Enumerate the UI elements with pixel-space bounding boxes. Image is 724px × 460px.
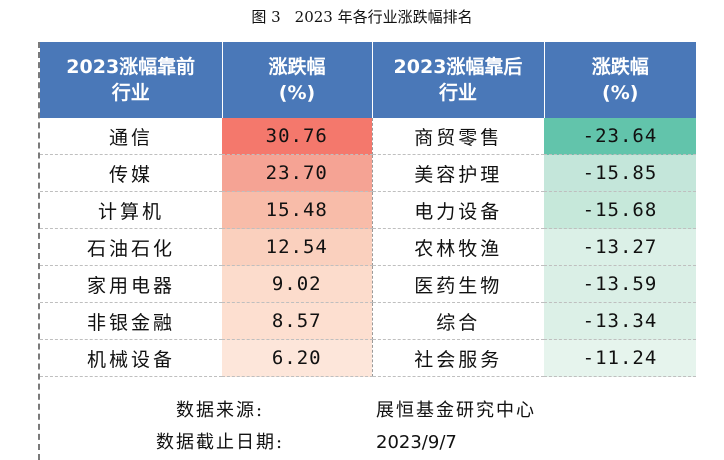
bottom-industry-change: -13.27 bbox=[544, 228, 696, 266]
table-row: 石油石化 12.54 农林牧渔 -13.27 bbox=[40, 228, 696, 266]
data-source-value: 展恒基金研究中心 bbox=[376, 400, 536, 421]
top-industry-change: 30.76 bbox=[222, 118, 373, 155]
header-line: 2023涨幅靠后 bbox=[393, 56, 523, 78]
header-top-industry: 2023涨幅靠前 行业 bbox=[40, 42, 223, 118]
top-industry-name: 家用电器 bbox=[40, 265, 222, 303]
top-industry-name: 通信 bbox=[40, 118, 222, 155]
industry-ranking-table: 2023涨幅靠前 行业 涨跌幅 (%) 2023涨幅靠后 行业 涨跌幅 (%) bbox=[40, 42, 696, 377]
data-source-label: 数据来源: bbox=[175, 400, 265, 421]
table-header-row: 2023涨幅靠前 行业 涨跌幅 (%) 2023涨幅靠后 行业 涨跌幅 (%) bbox=[40, 42, 696, 118]
top-industry-change: 8.57 bbox=[222, 302, 373, 340]
top-industry-name: 计算机 bbox=[40, 191, 222, 229]
bottom-industry-change: -23.64 bbox=[544, 118, 696, 155]
bottom-industry-change: -11.24 bbox=[544, 339, 696, 377]
cutoff-date-label: 数据截止日期: bbox=[155, 432, 285, 453]
header-top-change: 涨跌幅 (%) bbox=[222, 42, 373, 118]
header-line: 涨跌幅 bbox=[268, 56, 326, 78]
bottom-industry-change: -15.68 bbox=[544, 191, 696, 229]
header-line: 行业 bbox=[438, 82, 477, 104]
cutoff-date-value: 2023/9/7 bbox=[376, 432, 457, 453]
figure-caption: 2023 年各行业涨跌幅排名 bbox=[294, 8, 473, 26]
header-line: 2023涨幅靠前 bbox=[66, 56, 196, 78]
top-industry-name: 非银金融 bbox=[40, 302, 222, 340]
top-industry-change: 6.20 bbox=[222, 339, 373, 377]
ranking-sheet: 2023涨幅靠前 行业 涨跌幅 (%) 2023涨幅靠后 行业 涨跌幅 (%) bbox=[38, 42, 696, 460]
bottom-industry-name: 美容护理 bbox=[372, 154, 544, 192]
cutoff-date-row: 数据截止日期: 2023/9/7 bbox=[40, 426, 696, 460]
bottom-industry-name: 电力设备 bbox=[372, 191, 544, 229]
table-row: 家用电器 9.02 医药生物 -13.59 bbox=[40, 265, 696, 303]
header-bottom-industry: 2023涨幅靠后 行业 bbox=[372, 42, 545, 118]
top-industry-change: 23.70 bbox=[222, 154, 373, 192]
figure-number: 图 3 bbox=[251, 8, 281, 26]
top-industry-change: 12.54 bbox=[222, 228, 373, 266]
top-industry-name: 机械设备 bbox=[40, 339, 222, 377]
header-line: 行业 bbox=[111, 82, 150, 104]
bottom-industry-name: 综合 bbox=[372, 302, 544, 340]
header-line: (%) bbox=[602, 82, 639, 104]
table-row: 非银金融 8.57 综合 -13.34 bbox=[40, 302, 696, 340]
table-row: 机械设备 6.20 社会服务 -11.24 bbox=[40, 339, 696, 377]
bottom-industry-name: 医药生物 bbox=[372, 265, 544, 303]
bottom-industry-change: -13.34 bbox=[544, 302, 696, 340]
top-industry-change: 9.02 bbox=[222, 265, 373, 303]
bottom-industry-name: 商贸零售 bbox=[372, 118, 544, 155]
bottom-industry-change: -13.59 bbox=[544, 265, 696, 303]
table-row: 计算机 15.48 电力设备 -15.68 bbox=[40, 191, 696, 229]
header-bottom-change: 涨跌幅 (%) bbox=[544, 42, 696, 118]
header-line: (%) bbox=[278, 82, 316, 104]
bottom-industry-name: 农林牧渔 bbox=[372, 228, 544, 266]
table-row: 通信 30.76 商贸零售 -23.64 bbox=[40, 118, 696, 155]
figure-title: 图 3 2023 年各行业涨跌幅排名 bbox=[0, 6, 724, 28]
bottom-industry-change: -15.85 bbox=[544, 154, 696, 192]
top-industry-name: 传媒 bbox=[40, 154, 222, 192]
header-line: 涨跌幅 bbox=[591, 56, 649, 78]
table-row: 传媒 23.70 美容护理 -15.85 bbox=[40, 154, 696, 192]
bottom-industry-name: 社会服务 bbox=[372, 339, 544, 377]
top-industry-change: 15.48 bbox=[222, 191, 373, 229]
top-industry-name: 石油石化 bbox=[40, 228, 222, 266]
data-source-row: 数据来源: 展恒基金研究中心 bbox=[40, 394, 696, 428]
